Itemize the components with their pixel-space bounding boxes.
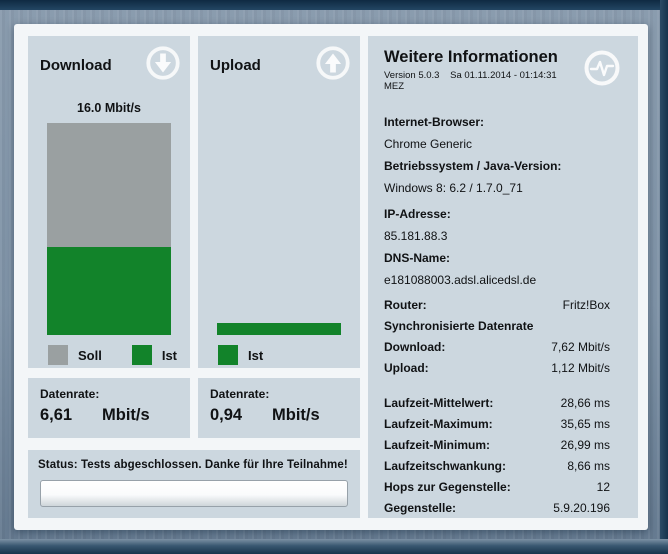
version-label: Version 5.0.3 (384, 70, 440, 81)
dns-label: DNS-Name: (384, 251, 451, 265)
upload-rate-value: 0,94 (210, 406, 243, 424)
browser-info: Internet-Browser: Chrome Generic Betrieb… (384, 111, 622, 199)
download-arrow-icon (144, 44, 182, 87)
window-top-border (0, 0, 668, 10)
upload-arrow-icon (314, 44, 352, 87)
download-ist-bar (47, 247, 171, 335)
upload-rate-unit: Mbit/s (272, 406, 320, 424)
latency-min-row: Laufzeit-Minimum: 26,99 ms (384, 438, 610, 452)
ist-legend-label: Ist (161, 347, 178, 363)
soll-legend-label: Soll (78, 347, 102, 363)
status-panel: Status: Tests abgeschlossen. Danke für I… (28, 450, 360, 518)
browser-label: Internet-Browser: (384, 115, 485, 129)
ist-legend-swatch (218, 345, 238, 365)
download-panel: Download 16.0 Mbit/s Soll Ist (28, 36, 190, 368)
info-subtitle: Version 5.0.3 Sa 01.11.2014 - 01:14:31 M… (384, 70, 582, 92)
download-scale-label: 16.0 Mbit/s (77, 101, 141, 115)
sync-upload-row: Upload: 1,12 Mbit/s (384, 361, 610, 375)
soll-legend-swatch (48, 345, 68, 365)
upload-panel: Upload Ist (198, 36, 360, 368)
download-title: Download (40, 57, 112, 74)
window-right-border (660, 0, 668, 554)
download-rate-value: 6,61 (40, 406, 73, 424)
upload-legend: Ist (218, 345, 360, 365)
upload-scale-spacer (198, 101, 360, 117)
download-datenrate-label: Datenrate: (40, 387, 100, 401)
ist-legend-swatch (131, 345, 152, 365)
upload-datenrate-box: Datenrate: 0,94 Mbit/s (198, 378, 360, 438)
dns-value: e181088003.adsl.alicedsl.de (384, 273, 537, 287)
remote-host-row: Gegenstelle: 5.9.20.196 (384, 501, 610, 515)
window-bottom-border (0, 539, 668, 554)
activity-pulse-icon (582, 48, 622, 93)
jitter-row: Laufzeitschwankung: 8,66 ms (384, 459, 610, 473)
hops-row: Hops zur Gegenstelle: 12 (384, 480, 610, 494)
upload-bar-chart (217, 123, 341, 335)
download-rate-unit: Mbit/s (102, 406, 150, 424)
sync-download-row: Download: 7,62 Mbit/s (384, 340, 610, 354)
os-java-value: Windows 8: 6.2 / 1.7.0_71 (384, 181, 523, 195)
browser-value: Chrome Generic (384, 137, 473, 151)
sync-rate-header: Synchronisierte Datenrate (384, 319, 534, 333)
download-datenrate-box: Datenrate: 6,61 Mbit/s (28, 378, 190, 438)
info-title: Weitere Informationen (384, 48, 558, 66)
download-bar-chart (47, 123, 171, 335)
latency-max-row: Laufzeit-Maximum: 35,65 ms (384, 417, 610, 431)
datetime-label: Sa 01.11.2014 - 01:14:31 MEZ (384, 70, 557, 92)
info-panel: Weitere Informationen Version 5.0.3 Sa 0… (368, 36, 638, 518)
ip-label: IP-Adresse: (384, 207, 451, 221)
ist-legend-label: Ist (248, 347, 264, 363)
speedtest-app-window: Download 16.0 Mbit/s Soll Ist Upload (14, 24, 648, 530)
upload-title: Upload (210, 57, 261, 74)
upload-datenrate-label: Datenrate: (210, 387, 270, 401)
os-java-label: Betriebssystem / Java-Version: (384, 159, 562, 173)
download-legend: Soll Ist (48, 345, 190, 365)
upload-ist-bar (217, 322, 341, 335)
router-row: Router: Fritz!Box (384, 298, 610, 312)
status-text: Status: Tests abgeschlossen. Danke für I… (38, 459, 348, 471)
ip-value: 85.181.88.3 (384, 229, 448, 243)
network-info: IP-Adresse: 85.181.88.3 DNS-Name: e18108… (384, 203, 622, 291)
latency-avg-row: Laufzeit-Mittelwert: 28,66 ms (384, 396, 610, 410)
progress-bar (40, 480, 348, 507)
